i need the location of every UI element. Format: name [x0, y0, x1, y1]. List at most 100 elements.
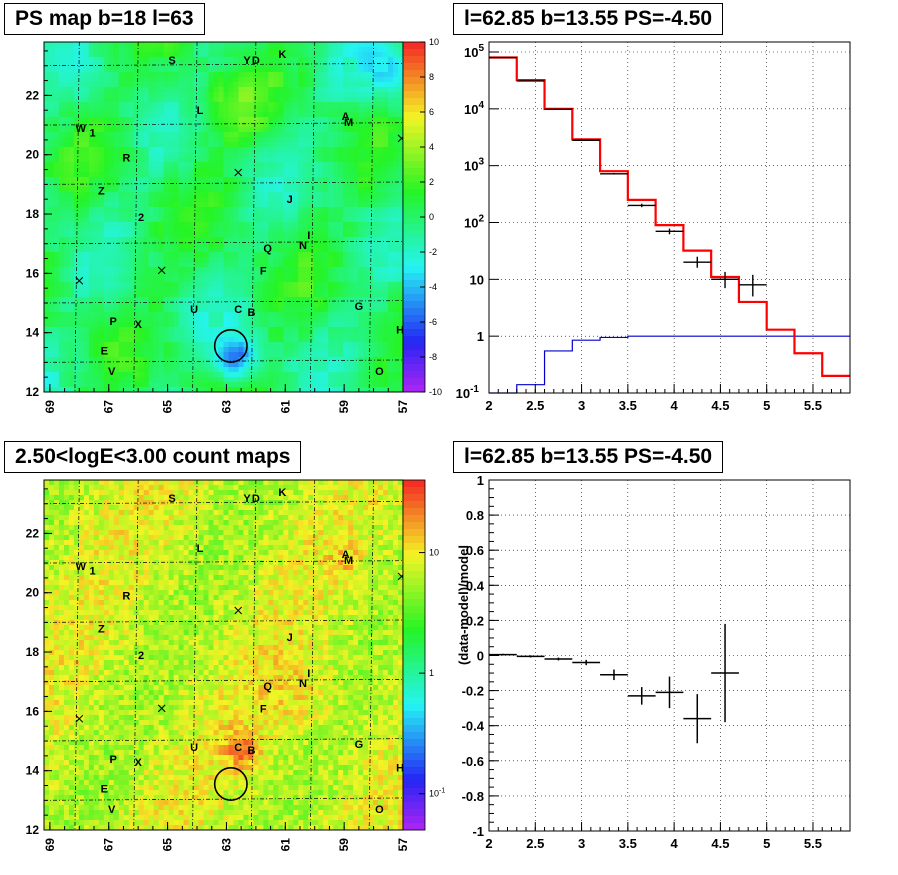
ps-map-pixel — [73, 372, 80, 378]
ps-map-pixel — [143, 112, 150, 118]
ps-map-pixel — [368, 77, 374, 83]
ps-map-pixel — [338, 212, 344, 218]
ps-map-pixel — [128, 257, 135, 263]
ps-map-pixel — [288, 367, 294, 373]
ps-map-pixel — [98, 357, 105, 363]
ps-map-pixel — [108, 287, 115, 293]
ps-map-pixel — [138, 142, 145, 148]
ps-map-pixel — [363, 152, 369, 158]
ps-map-pixel — [83, 172, 90, 178]
ps-map-pixel — [68, 232, 75, 238]
ps-map-pixel — [388, 42, 394, 48]
ps-map-pixel — [138, 87, 145, 93]
ps-map-pixel — [123, 72, 130, 78]
ps-map-pixel — [318, 172, 324, 178]
ps-map-pixel — [248, 347, 254, 353]
ps-map-pixel — [223, 132, 229, 138]
ps-map-pixel — [253, 187, 259, 193]
ps-map-pixel — [123, 327, 130, 333]
ps-map-pixel — [148, 147, 155, 153]
ps-map-pixel — [123, 287, 130, 293]
ps-map-pixel — [373, 42, 379, 48]
ps-map-pixel — [383, 367, 389, 373]
ps-map-pixel — [238, 112, 244, 118]
ps-map-pixel — [68, 322, 75, 328]
ps-map-pixel — [378, 207, 384, 213]
ps-map-pixel — [263, 177, 269, 183]
ps-map-pixel — [263, 152, 269, 158]
ps-map-pixel — [128, 332, 135, 338]
ps-map-pixel — [103, 137, 110, 143]
ps-map-pixel — [378, 332, 384, 338]
ps-map-pixel — [223, 152, 229, 158]
ps-map-pixel — [373, 202, 379, 208]
ps-map-pixel — [128, 312, 135, 318]
ps-map-pixel — [368, 47, 374, 53]
ps-map-pixel — [383, 162, 389, 168]
ps-map-pixel — [363, 382, 369, 388]
ps-map-pixel — [48, 242, 55, 248]
ps-map-pixel — [44, 262, 50, 268]
ps-map-pixel — [298, 112, 304, 118]
ps-map-pixel — [238, 357, 244, 363]
ps-map-pixel — [103, 197, 110, 203]
ps-map-pixel — [78, 127, 85, 133]
ps-map-pixel — [138, 307, 145, 313]
ps-map-pixel — [348, 132, 354, 138]
ps-map-pixel — [328, 287, 334, 293]
ps-map-pixel — [308, 82, 314, 88]
ps-map-pixel — [108, 332, 115, 338]
ps-map-pixel — [238, 52, 244, 58]
ps-map-pixel — [128, 72, 135, 78]
ps-map-pixel — [323, 237, 329, 243]
ps-map-pixel — [293, 142, 299, 148]
ps-map-pixel — [158, 72, 165, 78]
ps-map-pixel — [388, 347, 394, 353]
ps-map-pixel — [153, 132, 160, 138]
ps-map-pixel — [108, 172, 115, 178]
ps-map-pixel — [368, 342, 374, 348]
ps-map-pixel — [73, 187, 80, 193]
ps-map-pixel — [243, 242, 249, 248]
ps-map-pixel — [373, 207, 379, 213]
ps-map-pixel — [378, 157, 384, 163]
ps-map-pixel — [363, 257, 369, 263]
ps-map-pixel — [213, 162, 219, 168]
ps-map-pixel — [188, 202, 194, 208]
ps-map-pixel — [318, 382, 324, 388]
ps-map-pixel — [398, 92, 404, 98]
ps-map-pixel — [188, 167, 194, 173]
ps-map-pixel — [183, 212, 189, 218]
ps-map-pixel — [153, 102, 160, 108]
ps-map-pixel — [323, 127, 329, 133]
ps-map-pixel — [323, 142, 329, 148]
ps-map-pixel — [343, 162, 349, 168]
ps-map-pixel — [363, 297, 369, 303]
ps-map-pixel — [388, 382, 394, 388]
ps-map-pixel — [263, 42, 269, 48]
ps-map-pixel — [343, 92, 349, 98]
ps-map-pixel — [93, 327, 100, 333]
ps-map-pixel — [48, 302, 55, 308]
ps-map-pixel — [328, 222, 334, 228]
ps-map-pixel — [318, 197, 324, 203]
ps-map-pixel — [178, 337, 185, 343]
ps-map-pixel — [173, 322, 180, 328]
ps-map-pixel — [128, 142, 135, 148]
ps-map-pixel — [283, 92, 289, 98]
ps-map-pixel — [133, 197, 140, 203]
ps-map-pixel — [83, 212, 90, 218]
ps-map-pixel — [44, 62, 50, 68]
ps-map-pixel — [343, 387, 349, 393]
ps-map-pixel — [98, 327, 105, 333]
ps-map-pixel — [93, 127, 100, 133]
ps-map-pixel — [283, 97, 289, 103]
ps-map-pixel — [333, 272, 339, 278]
ps-map-pixel — [138, 177, 145, 183]
ps-map-pixel — [228, 232, 234, 238]
ps-map-pixel — [288, 142, 294, 148]
ps-map-pixel — [313, 132, 319, 138]
ps-map-pixel — [183, 217, 189, 223]
ps-map-pixel — [118, 142, 125, 148]
ps-map-pixel — [133, 132, 140, 138]
